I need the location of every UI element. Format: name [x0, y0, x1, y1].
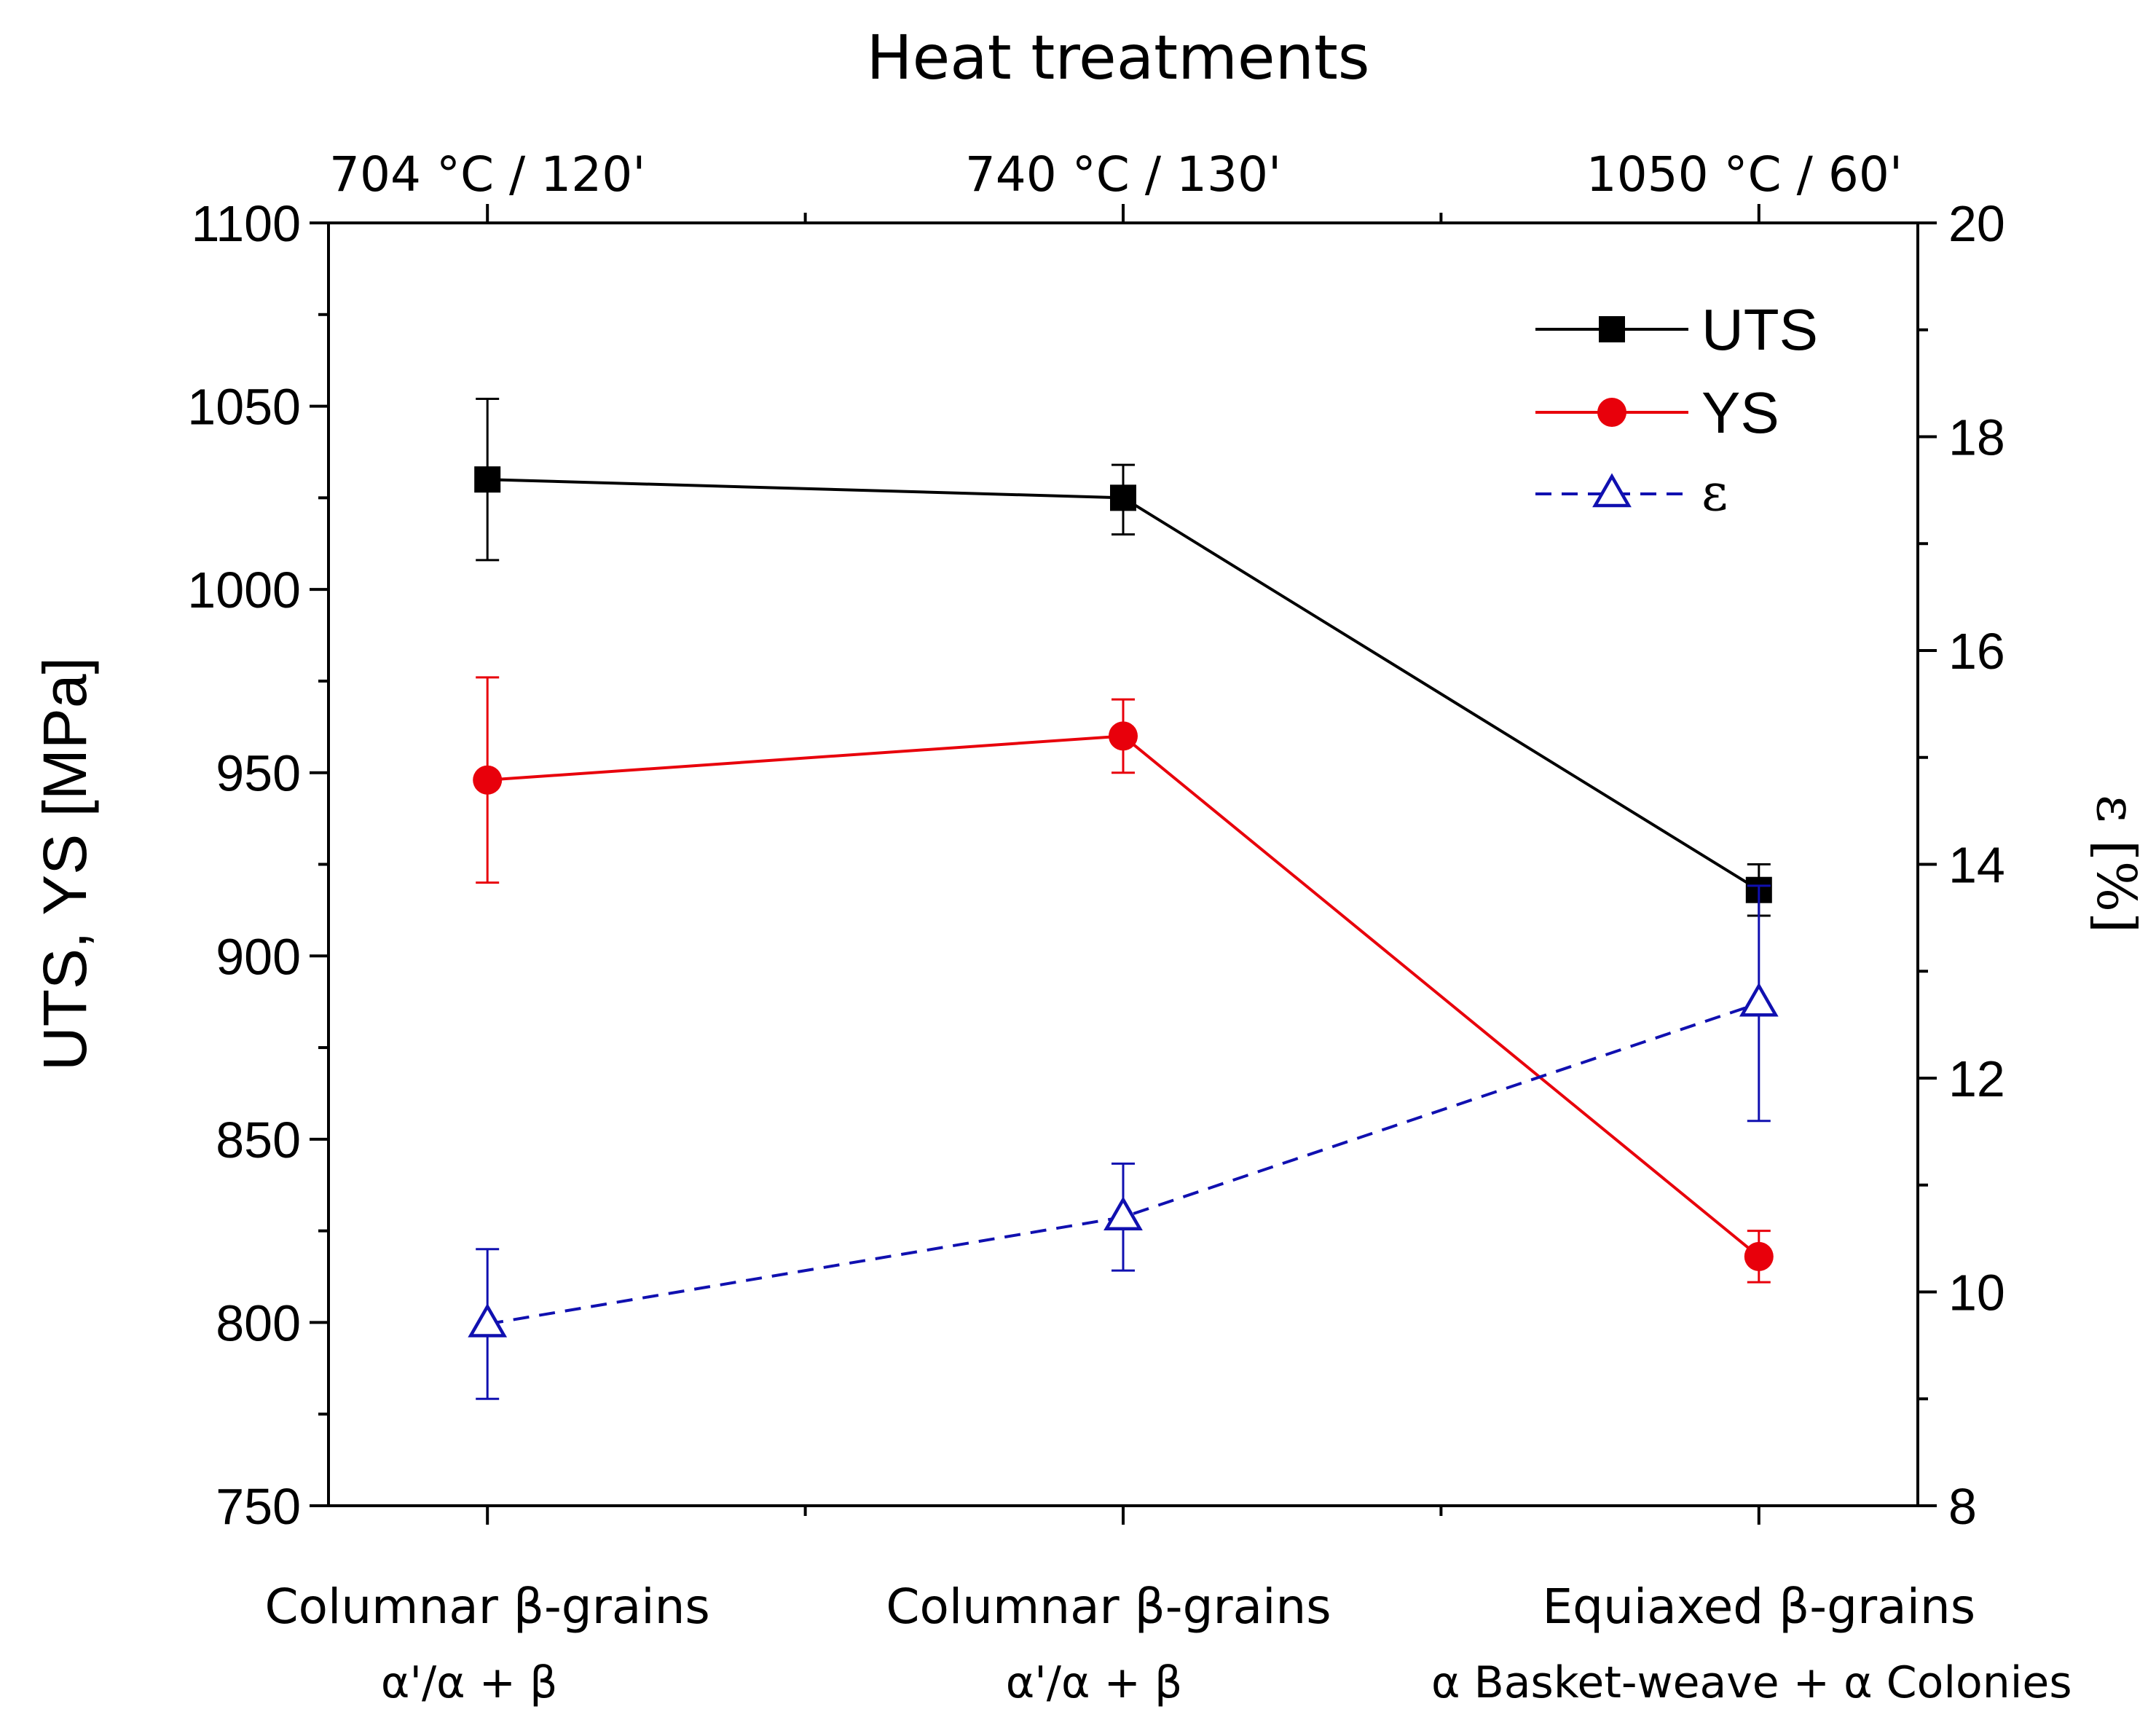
series-line — [487, 478, 1760, 892]
plot-frame — [327, 221, 1919, 1507]
legend-label: ε — [1701, 463, 1728, 522]
right-tick-label: 14 — [1948, 837, 2005, 894]
left-tick-label: 1050 — [187, 379, 301, 436]
legend-marker — [1599, 316, 1625, 342]
bottom-axis-ticks: Columnar β-grains α'/α + β Columnar β-grai… — [265, 1506, 2072, 1708]
legend-label: YS — [1701, 380, 1779, 445]
bottom-category-label-line2: α Basket-weave + α Colonies — [1431, 1657, 2072, 1708]
legend: UTS YS ε — [1535, 297, 1818, 522]
right-tick-label: 8 — [1948, 1478, 1977, 1535]
series-eps — [468, 884, 1779, 1400]
series-ys — [473, 676, 1774, 1284]
top-category-label: 704 °C / 120' — [329, 146, 645, 203]
legend-marker — [1597, 398, 1626, 427]
series-layer — [468, 398, 1779, 1400]
data-point — [474, 466, 501, 493]
data-point — [1103, 1196, 1143, 1231]
right-tick-label: 16 — [1948, 623, 2005, 680]
left-tick-label: 900 — [216, 928, 301, 985]
top-category-label: 740 °C / 130' — [965, 146, 1281, 203]
data-point — [1739, 982, 1779, 1017]
bottom-category-label-line2: α'/α + β — [1006, 1657, 1183, 1708]
data-point — [1109, 721, 1138, 751]
data-point — [468, 1303, 508, 1337]
right-tick-label: 20 — [1948, 195, 2005, 252]
left-axis-label: UTS, YS [MPa] — [31, 657, 99, 1071]
bottom-category-label-line1: Columnar β-grains — [886, 1579, 1331, 1635]
left-tick-label: 800 — [216, 1294, 301, 1351]
left-tick-label: 1100 — [191, 195, 301, 252]
data-point — [1110, 484, 1136, 511]
left-tick-label: 850 — [216, 1112, 301, 1168]
series-uts — [474, 398, 1772, 917]
right-tick-label: 12 — [1948, 1050, 2005, 1107]
legend-marker — [1592, 473, 1632, 508]
top-axis-ticks: 704 °C / 120' 740 °C / 130' 1050 °C / 60' — [329, 146, 1903, 223]
left-tick-label: 1000 — [187, 562, 301, 618]
right-axis-ticks: 8 10 12 14 16 18 20 — [1918, 195, 2005, 1535]
left-axis-ticks: 750 800 850 900 950 1000 1050 1100 — [187, 195, 328, 1535]
right-tick-label: 18 — [1948, 409, 2005, 466]
legend-label: UTS — [1701, 297, 1818, 362]
left-tick-label: 750 — [216, 1478, 301, 1535]
top-category-label: 1050 °C / 60' — [1586, 146, 1903, 203]
bottom-category-label-line1: Equiaxed β-grains — [1542, 1579, 1975, 1635]
chart-title: Heat treatments — [866, 22, 1369, 93]
data-point — [473, 765, 503, 795]
bottom-category-label-line2: α'/α + β — [381, 1657, 558, 1708]
right-axis-label: ε [%] — [2085, 795, 2147, 933]
left-tick-label: 950 — [216, 745, 301, 802]
data-point — [1744, 1241, 1774, 1271]
right-tick-label: 10 — [1948, 1265, 2005, 1321]
bottom-category-label-line1: Columnar β-grains — [265, 1579, 710, 1635]
